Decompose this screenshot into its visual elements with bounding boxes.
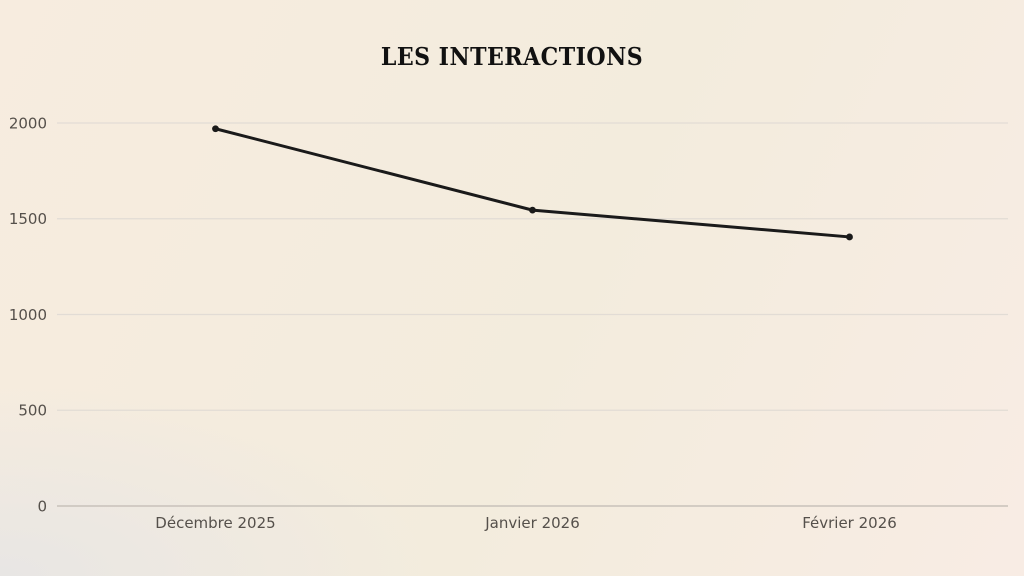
data-point-marker [529, 206, 536, 214]
y-tick-label: 1000 [9, 306, 47, 324]
y-tick-label: 0 [37, 497, 47, 515]
data-point-marker [212, 125, 219, 133]
x-tick-label: Février 2026 [802, 514, 897, 532]
series-line [214, 127, 851, 239]
x-tick-label: Décembre 2025 [155, 514, 275, 532]
y-tick-label: 500 [18, 402, 47, 420]
y-tick-label: 2000 [9, 114, 47, 132]
data-point-marker [846, 233, 853, 241]
x-tick-label: Janvier 2026 [484, 514, 580, 532]
y-tick-label: 1500 [9, 210, 47, 228]
chart-title: LES INTERACTIONS [380, 42, 644, 71]
